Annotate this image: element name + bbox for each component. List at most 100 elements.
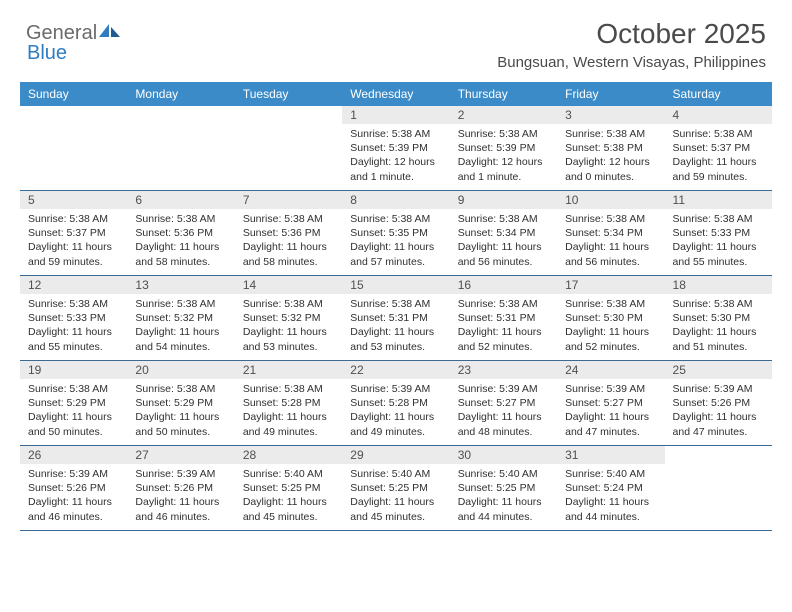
sunset-text: Sunset: 5:30 PM <box>673 311 766 325</box>
sunset-text: Sunset: 5:39 PM <box>458 141 551 155</box>
page-header: October 2025 Bungsuan, Western Visayas, … <box>497 18 766 71</box>
daylight-text: Daylight: 11 hours and 46 minutes. <box>28 495 121 523</box>
weekday-header: Wednesday <box>342 82 449 106</box>
day-number: 19 <box>20 361 127 379</box>
calendar-day-cell: 8Sunrise: 5:38 AMSunset: 5:35 PMDaylight… <box>342 191 449 275</box>
daylight-text: Daylight: 11 hours and 57 minutes. <box>350 240 443 268</box>
calendar-day-cell <box>235 106 342 190</box>
month-title: October 2025 <box>497 18 766 50</box>
calendar-day-cell: 12Sunrise: 5:38 AMSunset: 5:33 PMDayligh… <box>20 276 127 360</box>
sunrise-text: Sunrise: 5:38 AM <box>350 297 443 311</box>
day-number: 13 <box>127 276 234 294</box>
daylight-text: Daylight: 11 hours and 51 minutes. <box>673 325 766 353</box>
day-info: Sunrise: 5:38 AMSunset: 5:36 PMDaylight:… <box>235 209 342 273</box>
sunrise-text: Sunrise: 5:39 AM <box>350 382 443 396</box>
calendar-day-cell: 30Sunrise: 5:40 AMSunset: 5:25 PMDayligh… <box>450 446 557 530</box>
sunset-text: Sunset: 5:28 PM <box>350 396 443 410</box>
sunset-text: Sunset: 5:33 PM <box>28 311 121 325</box>
day-info: Sunrise: 5:38 AMSunset: 5:32 PMDaylight:… <box>127 294 234 358</box>
day-number: 11 <box>665 191 772 209</box>
daylight-text: Daylight: 11 hours and 48 minutes. <box>458 410 551 438</box>
sunrise-text: Sunrise: 5:39 AM <box>28 467 121 481</box>
sunrise-text: Sunrise: 5:38 AM <box>28 212 121 226</box>
sunrise-text: Sunrise: 5:38 AM <box>135 297 228 311</box>
calendar-grid: Sunday Monday Tuesday Wednesday Thursday… <box>20 82 772 531</box>
weekday-header: Friday <box>557 82 664 106</box>
calendar-day-cell: 10Sunrise: 5:38 AMSunset: 5:34 PMDayligh… <box>557 191 664 275</box>
sunset-text: Sunset: 5:31 PM <box>350 311 443 325</box>
sunrise-text: Sunrise: 5:38 AM <box>673 297 766 311</box>
calendar-week-row: 26Sunrise: 5:39 AMSunset: 5:26 PMDayligh… <box>20 446 772 531</box>
sunrise-text: Sunrise: 5:38 AM <box>28 297 121 311</box>
day-number: 3 <box>557 106 664 124</box>
calendar-day-cell: 13Sunrise: 5:38 AMSunset: 5:32 PMDayligh… <box>127 276 234 360</box>
calendar-day-cell: 11 Sunrise: 5:38 AMSunset: 5:33 PMDayligh… <box>665 191 772 275</box>
day-info: Sunrise: 5:38 AMSunset: 5:38 PMDaylight:… <box>557 124 664 188</box>
weekday-header: Thursday <box>450 82 557 106</box>
daylight-text: Daylight: 11 hours and 47 minutes. <box>673 410 766 438</box>
day-info: Sunrise: 5:38 AMSunset: 5:30 PMDaylight:… <box>557 294 664 358</box>
daylight-text: Daylight: 11 hours and 52 minutes. <box>458 325 551 353</box>
sunset-text: Sunset: 5:33 PM <box>673 226 766 240</box>
sunrise-text: Sunrise: 5:38 AM <box>135 212 228 226</box>
daylight-text: Daylight: 11 hours and 53 minutes. <box>243 325 336 353</box>
sunrise-text: Sunrise: 5:38 AM <box>565 127 658 141</box>
calendar-week-row: 19Sunrise: 5:38 AMSunset: 5:29 PMDayligh… <box>20 361 772 446</box>
sunrise-text: Sunrise: 5:39 AM <box>135 467 228 481</box>
day-number: 23 <box>450 361 557 379</box>
day-number: 6 <box>127 191 234 209</box>
day-number: 17 <box>557 276 664 294</box>
day-number: 25 <box>665 361 772 379</box>
sunrise-text: Sunrise: 5:38 AM <box>243 297 336 311</box>
daylight-text: Daylight: 11 hours and 56 minutes. <box>565 240 658 268</box>
calendar-day-cell: 28Sunrise: 5:40 AMSunset: 5:25 PMDayligh… <box>235 446 342 530</box>
sunrise-text: Sunrise: 5:40 AM <box>458 467 551 481</box>
sunset-text: Sunset: 5:25 PM <box>458 481 551 495</box>
sunrise-text: Sunrise: 5:38 AM <box>243 212 336 226</box>
calendar-day-cell: 4 Sunrise: 5:38 AMSunset: 5:37 PMDaylight… <box>665 106 772 190</box>
day-info: Sunrise: 5:38 AMSunset: 5:32 PMDaylight:… <box>235 294 342 358</box>
sunset-text: Sunset: 5:32 PM <box>243 311 336 325</box>
sunrise-text: Sunrise: 5:38 AM <box>673 127 766 141</box>
day-info: Sunrise: 5:38 AMSunset: 5:39 PMDaylight:… <box>342 124 449 188</box>
sunrise-text: Sunrise: 5:38 AM <box>135 382 228 396</box>
sunset-text: Sunset: 5:25 PM <box>350 481 443 495</box>
day-info: Sunrise: 5:38 AMSunset: 5:39 PMDaylight:… <box>450 124 557 188</box>
day-info: Sunrise: 5:38 AMSunset: 5:28 PMDaylight:… <box>235 379 342 443</box>
weekday-header: Sunday <box>20 82 127 106</box>
sunset-text: Sunset: 5:30 PM <box>565 311 658 325</box>
sunrise-text: Sunrise: 5:38 AM <box>673 212 766 226</box>
sunrise-text: Sunrise: 5:40 AM <box>350 467 443 481</box>
sunset-text: Sunset: 5:28 PM <box>243 396 336 410</box>
sunset-text: Sunset: 5:37 PM <box>673 141 766 155</box>
day-number: 1 <box>342 106 449 124</box>
sunrise-text: Sunrise: 5:39 AM <box>673 382 766 396</box>
daylight-text: Daylight: 11 hours and 52 minutes. <box>565 325 658 353</box>
calendar-day-cell <box>127 106 234 190</box>
daylight-text: Daylight: 11 hours and 59 minutes. <box>673 155 766 183</box>
sunrise-text: Sunrise: 5:38 AM <box>565 212 658 226</box>
day-number <box>665 446 772 450</box>
day-info: Sunrise: 5:38 AMSunset: 5:37 PMDaylight:… <box>20 209 127 273</box>
day-number: 4 <box>665 106 772 124</box>
sunrise-text: Sunrise: 5:38 AM <box>350 212 443 226</box>
calendar-day-cell <box>20 106 127 190</box>
daylight-text: Daylight: 11 hours and 50 minutes. <box>135 410 228 438</box>
calendar-day-cell: 14Sunrise: 5:38 AMSunset: 5:32 PMDayligh… <box>235 276 342 360</box>
daylight-text: Daylight: 11 hours and 59 minutes. <box>28 240 121 268</box>
calendar-day-cell: 7Sunrise: 5:38 AMSunset: 5:36 PMDaylight… <box>235 191 342 275</box>
day-info: Sunrise: 5:40 AMSunset: 5:24 PMDaylight:… <box>557 464 664 528</box>
calendar-day-cell: 22Sunrise: 5:39 AMSunset: 5:28 PMDayligh… <box>342 361 449 445</box>
daylight-text: Daylight: 11 hours and 55 minutes. <box>673 240 766 268</box>
daylight-text: Daylight: 11 hours and 46 minutes. <box>135 495 228 523</box>
daylight-text: Daylight: 11 hours and 54 minutes. <box>135 325 228 353</box>
day-info: Sunrise: 5:38 AMSunset: 5:34 PMDaylight:… <box>450 209 557 273</box>
day-number: 14 <box>235 276 342 294</box>
daylight-text: Daylight: 11 hours and 58 minutes. <box>243 240 336 268</box>
day-number: 26 <box>20 446 127 464</box>
calendar-day-cell: 29Sunrise: 5:40 AMSunset: 5:25 PMDayligh… <box>342 446 449 530</box>
calendar-week-row: 5Sunrise: 5:38 AMSunset: 5:37 PMDaylight… <box>20 191 772 276</box>
day-number: 21 <box>235 361 342 379</box>
sunset-text: Sunset: 5:25 PM <box>243 481 336 495</box>
calendar-day-cell: 6Sunrise: 5:38 AMSunset: 5:36 PMDaylight… <box>127 191 234 275</box>
